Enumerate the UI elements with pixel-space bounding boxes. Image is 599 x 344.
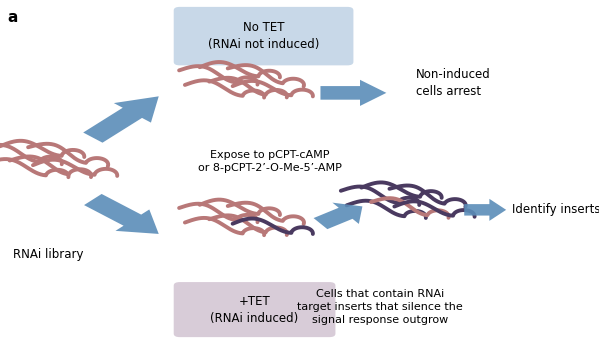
Text: +TET
(RNAi induced): +TET (RNAi induced) [210, 294, 299, 325]
Text: RNAi library: RNAi library [13, 248, 83, 261]
FancyBboxPatch shape [174, 282, 335, 337]
Text: No TET
(RNAi not induced): No TET (RNAi not induced) [208, 21, 319, 51]
Text: a: a [7, 10, 17, 25]
Polygon shape [320, 80, 386, 106]
Polygon shape [464, 199, 506, 221]
Polygon shape [83, 96, 159, 143]
Text: Identify inserts: Identify inserts [512, 203, 599, 216]
Text: Non-induced
cells arrest: Non-induced cells arrest [416, 67, 491, 98]
Text: Expose to pCPT-cAMP
or 8-pCPT-2’-O-Me-5’-AMP: Expose to pCPT-cAMP or 8-pCPT-2’-O-Me-5’… [198, 150, 341, 173]
FancyBboxPatch shape [174, 7, 353, 65]
Text: Cells that contain RNAi
target inserts that silence the
signal response outgrow: Cells that contain RNAi target inserts t… [298, 289, 463, 325]
Polygon shape [84, 194, 159, 234]
Polygon shape [314, 203, 362, 229]
